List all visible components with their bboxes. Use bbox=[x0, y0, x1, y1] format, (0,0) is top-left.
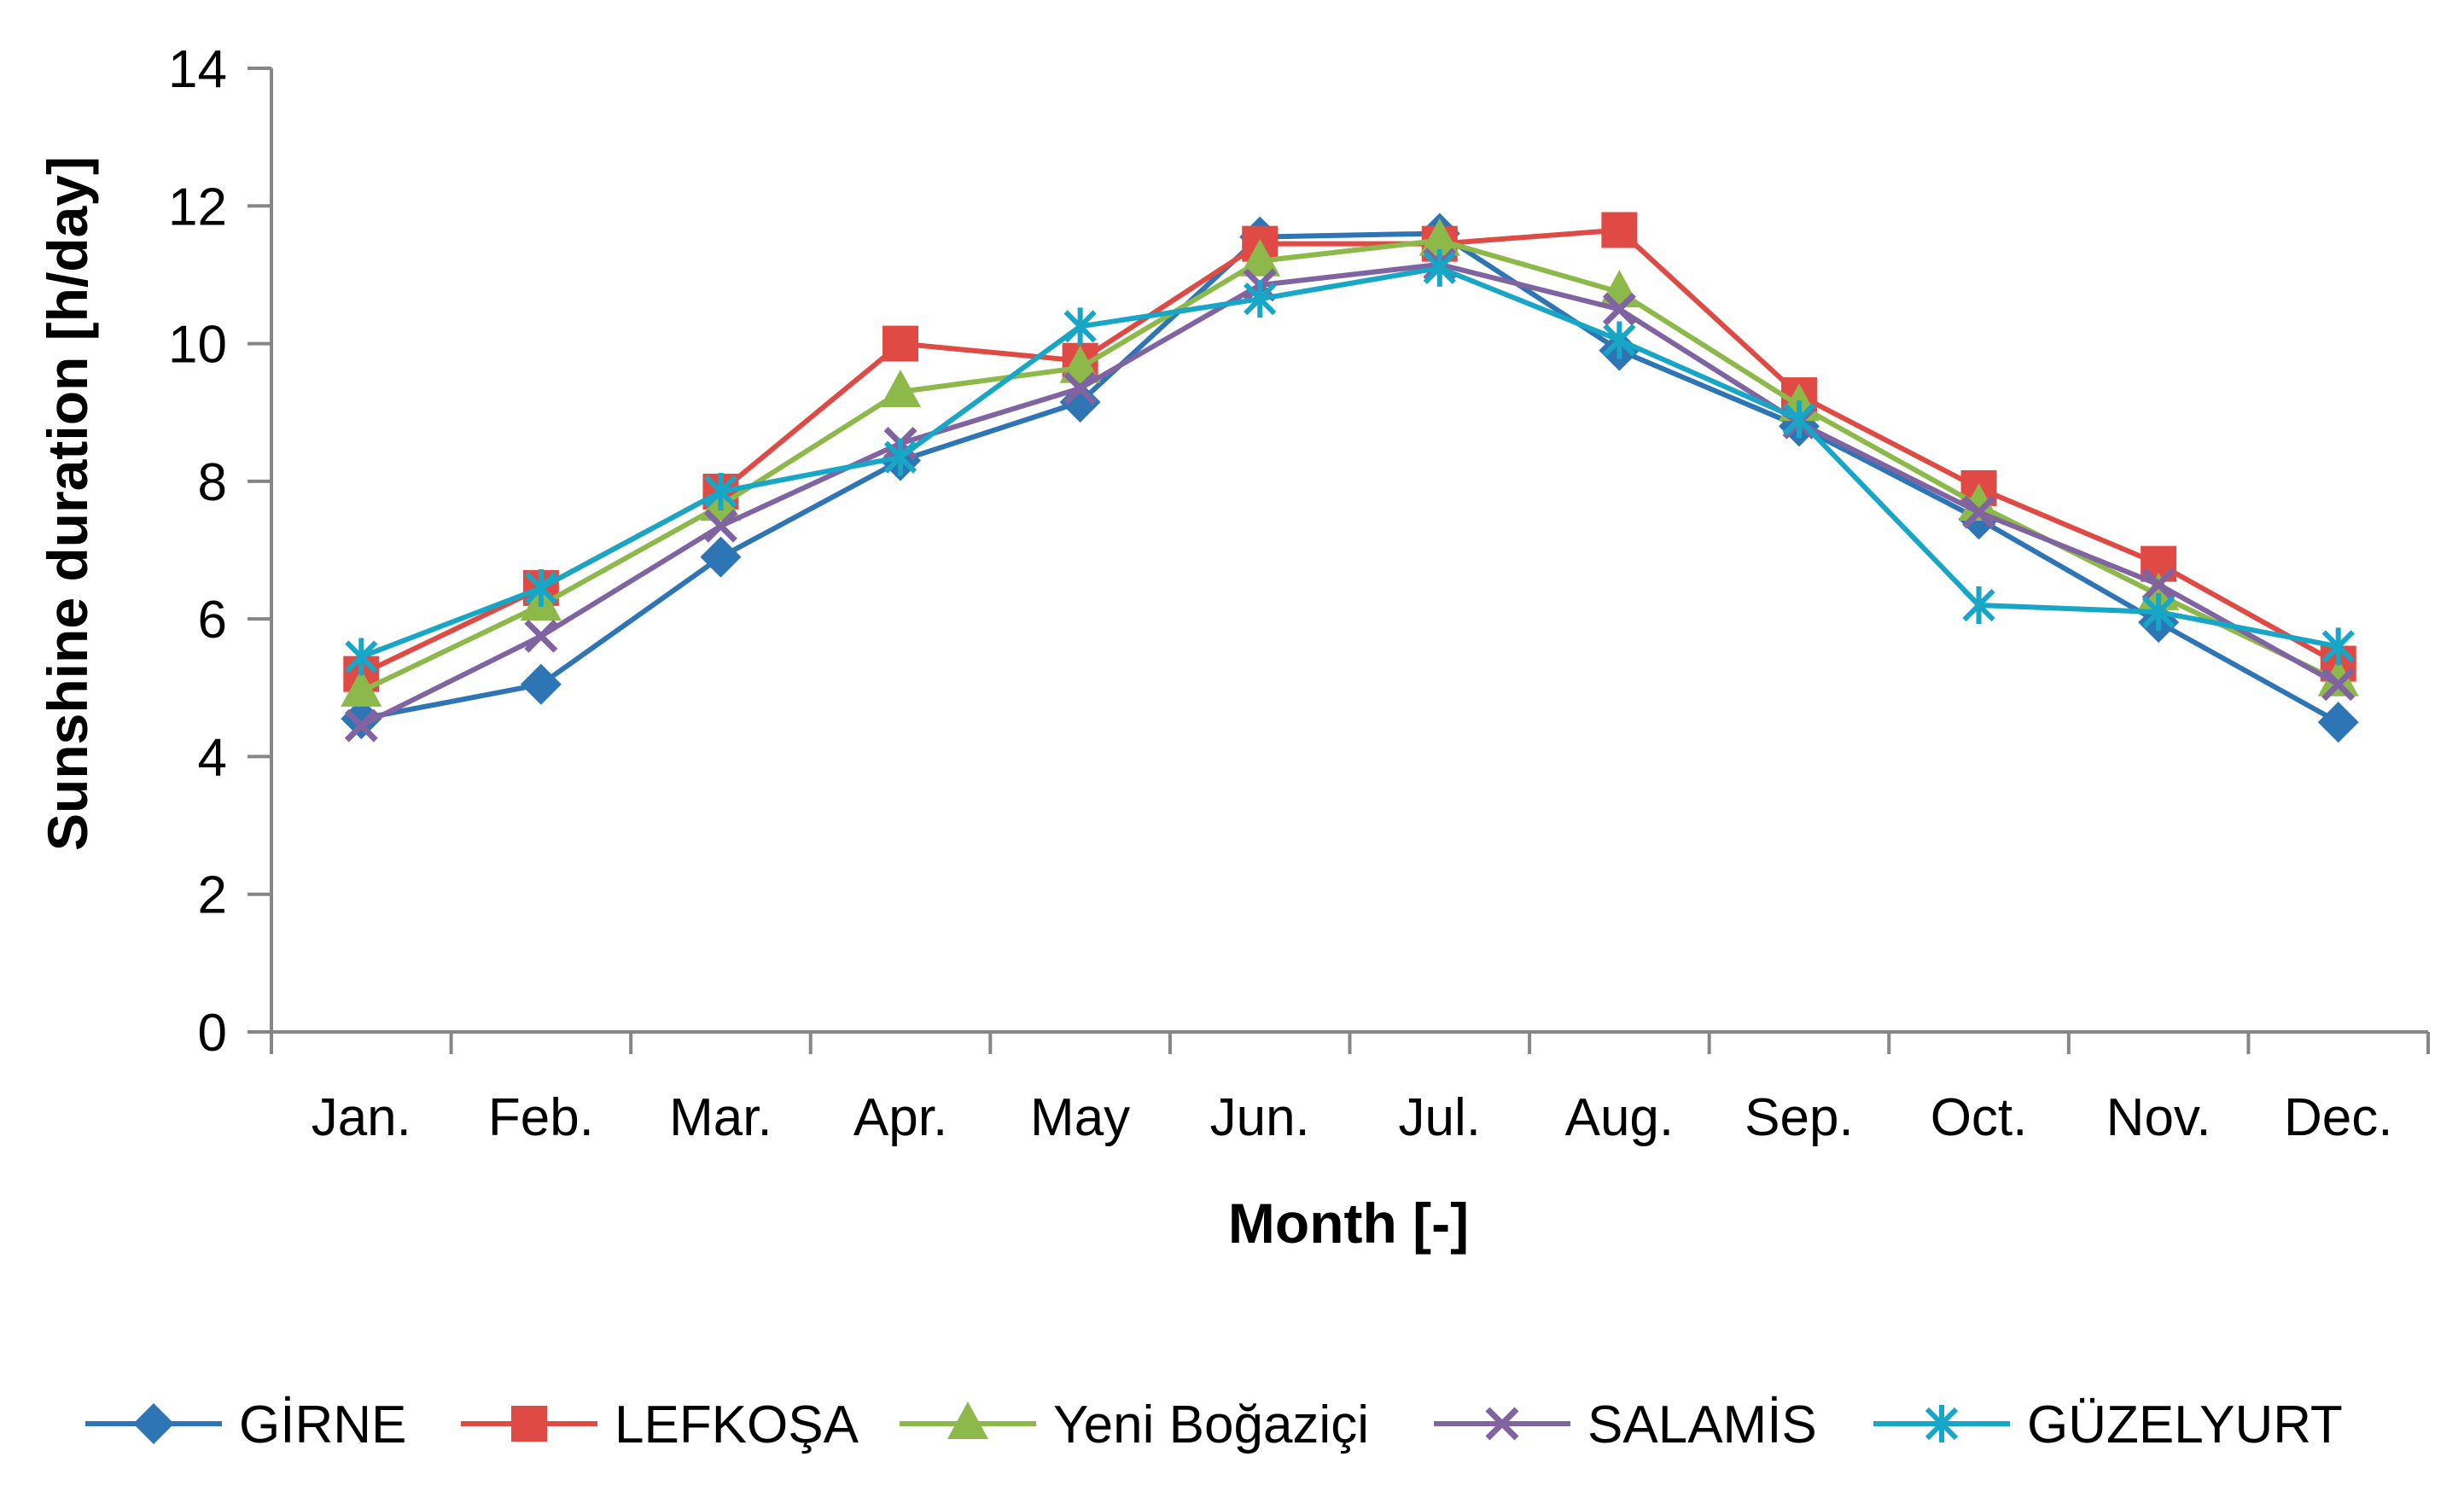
x-tick-label: Jan. bbox=[312, 1088, 411, 1147]
y-tick-label: 4 bbox=[198, 728, 227, 787]
data-point bbox=[520, 663, 562, 705]
data-point bbox=[524, 568, 557, 607]
data-point bbox=[2141, 568, 2176, 602]
x-tick-label: May bbox=[1030, 1088, 1130, 1147]
data-point bbox=[1601, 212, 1638, 248]
data-point bbox=[1962, 495, 1996, 529]
series-line bbox=[360, 237, 2339, 694]
x-tick-label: Aug. bbox=[1565, 1088, 1675, 1147]
data-point bbox=[703, 509, 737, 543]
y-tick-label: 2 bbox=[198, 866, 227, 925]
legend-item: Yeni Boğaziçi bbox=[900, 1396, 1369, 1454]
series-5 bbox=[345, 248, 2355, 676]
data-point bbox=[341, 698, 382, 740]
legend-marker bbox=[1925, 1405, 1959, 1442]
y-tick-label: 0 bbox=[198, 1004, 227, 1063]
x-tick-label: Sep. bbox=[1745, 1088, 1854, 1147]
legend-marker bbox=[511, 1406, 547, 1442]
data-point bbox=[345, 638, 378, 676]
data-point bbox=[524, 619, 558, 653]
legend-item: GİRNE bbox=[85, 1396, 406, 1454]
legend-item: SALAMİS bbox=[1434, 1396, 1817, 1454]
series-line bbox=[359, 261, 2340, 728]
legend-marker bbox=[1485, 1407, 1519, 1441]
data-point bbox=[1063, 371, 1098, 405]
series-line bbox=[360, 265, 2339, 660]
data-point bbox=[341, 668, 382, 707]
data-point bbox=[1603, 321, 1636, 359]
legend-item: LEFKOŞA bbox=[461, 1396, 859, 1454]
legend-marker bbox=[947, 1402, 988, 1439]
data-point bbox=[1958, 483, 2000, 522]
data-point bbox=[1782, 400, 1816, 439]
x-tick-label: Jul. bbox=[1399, 1088, 1481, 1147]
data-point bbox=[1063, 307, 1097, 346]
x-tick-labels: Jan. Feb. Mar. Apr. May Jun. Jul. Aug. Sep. Oct. N… bbox=[312, 1088, 2393, 1147]
legend-item: GÜZELYURT bbox=[1873, 1396, 2343, 1454]
data-point bbox=[883, 438, 917, 476]
series-1 bbox=[341, 213, 2359, 743]
y-tick-label: 10 bbox=[168, 316, 227, 375]
x-tick-label: Dec. bbox=[2284, 1088, 2392, 1147]
data-point bbox=[2142, 593, 2176, 632]
legend: GİRNE LEFKOŞA Yeni Boğaziçi SALAMİS GÜZELYUR… bbox=[85, 1396, 2343, 1454]
y-tick-label: 8 bbox=[198, 453, 227, 512]
legend-label: SALAMİS bbox=[1587, 1396, 1817, 1454]
data-point bbox=[2317, 658, 2359, 696]
y-tick-label: 14 bbox=[168, 40, 227, 99]
x-tick-label: Feb. bbox=[488, 1088, 594, 1147]
x-tick-label: Jun. bbox=[1210, 1088, 1310, 1147]
series-3 bbox=[341, 218, 2359, 707]
series-4 bbox=[344, 248, 2356, 743]
legend-label: GİRNE bbox=[239, 1396, 406, 1454]
data-point bbox=[1602, 292, 1636, 326]
y-tick-label: 6 bbox=[198, 591, 227, 650]
data-point bbox=[1962, 586, 1995, 625]
data-point bbox=[1059, 345, 1101, 383]
series-layer bbox=[341, 212, 2359, 743]
data-point bbox=[1418, 218, 1460, 256]
y-tick-label: 12 bbox=[168, 178, 227, 236]
data-point bbox=[2321, 667, 2356, 702]
axes bbox=[248, 67, 2430, 1054]
data-point bbox=[2317, 702, 2359, 743]
data-point bbox=[1423, 248, 1456, 287]
x-tick-label: Apr. bbox=[853, 1088, 947, 1147]
y-tick-labels: 0 2 4 6 8 10 12 14 bbox=[168, 40, 227, 1063]
legend-label: LEFKOŞA bbox=[615, 1396, 859, 1454]
data-point bbox=[704, 472, 737, 510]
x-tick-label: Nov. bbox=[2106, 1088, 2211, 1147]
data-point bbox=[2321, 627, 2355, 666]
x-tick-label: Oct. bbox=[1931, 1088, 2028, 1147]
legend-marker bbox=[133, 1403, 174, 1444]
data-point bbox=[1239, 238, 1281, 277]
data-point bbox=[882, 325, 919, 362]
x-tick-label: Mar. bbox=[669, 1088, 772, 1147]
legend-label: Yeni Boğaziçi bbox=[1053, 1396, 1369, 1454]
data-point bbox=[880, 370, 922, 408]
data-point bbox=[1244, 280, 1277, 318]
series-line bbox=[360, 230, 2340, 725]
x-axis-title: Month [-] bbox=[1228, 1192, 1469, 1255]
data-point bbox=[344, 708, 378, 743]
y-axis-title: Sunshine duration [h/day] bbox=[36, 156, 99, 851]
data-point bbox=[700, 536, 742, 578]
legend-label: GÜZELYURT bbox=[2027, 1396, 2343, 1454]
